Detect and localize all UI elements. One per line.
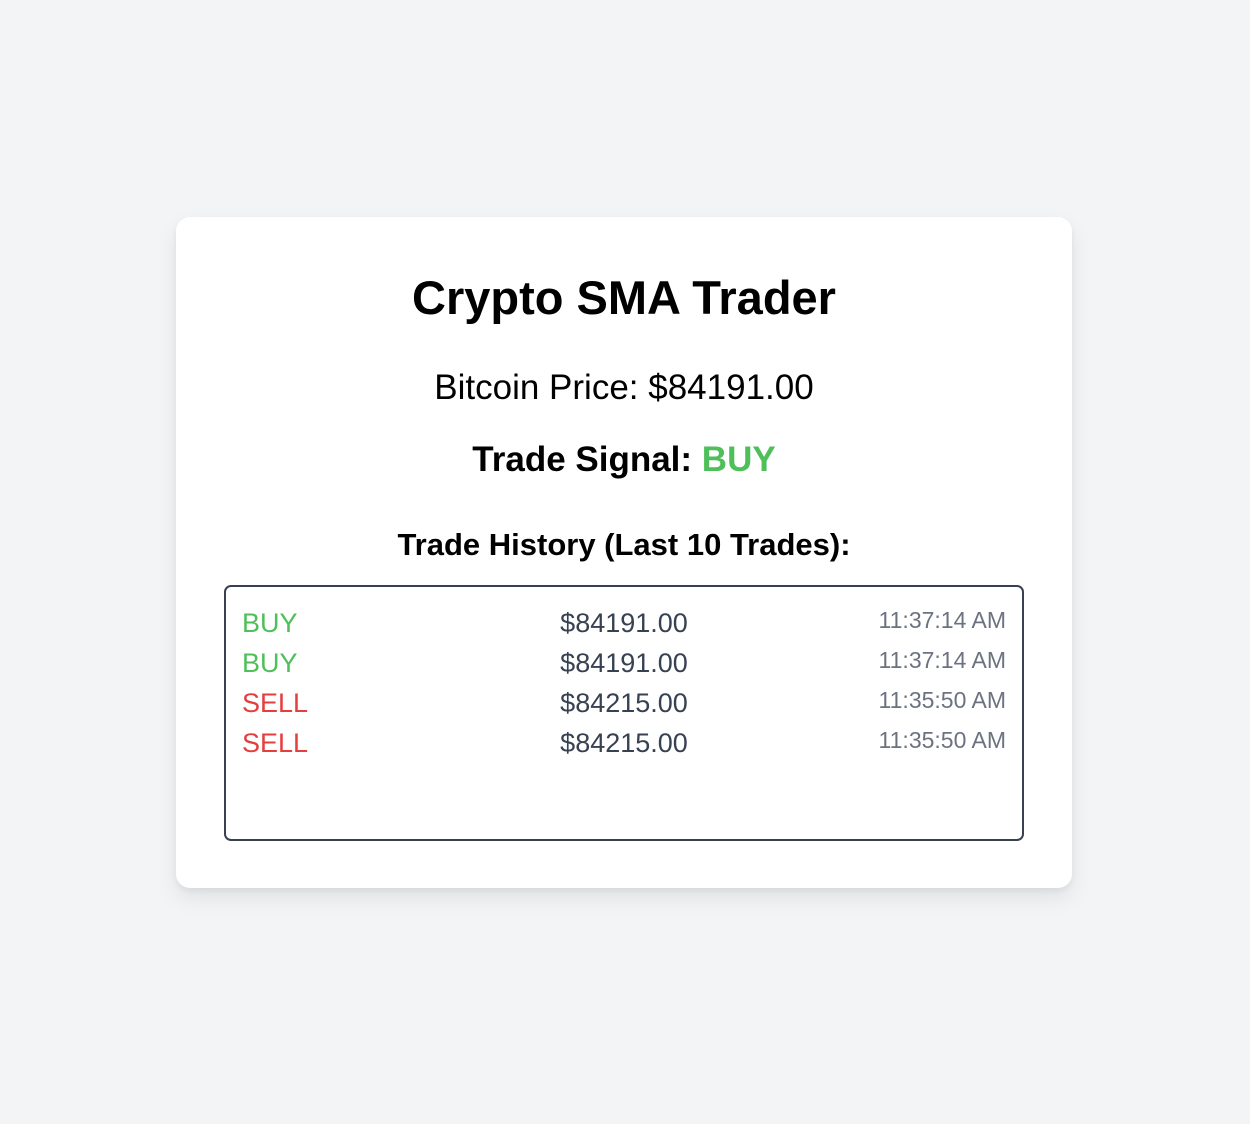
trade-row: SELL $84215.00 11:35:50 AM bbox=[242, 723, 1006, 763]
trade-row: SELL $84215.00 11:35:50 AM bbox=[242, 683, 1006, 723]
trade-row: BUY $84191.00 11:37:14 AM bbox=[242, 603, 1006, 643]
trade-time: 11:37:14 AM bbox=[878, 607, 1006, 633]
trade-action: SELL bbox=[242, 688, 309, 718]
trade-amount: $84215.00 bbox=[560, 688, 688, 718]
trade-signal: Trade Signal: BUY bbox=[176, 437, 1072, 483]
trade-row: BUY $84191.00 11:37:14 AM bbox=[242, 643, 1006, 683]
trade-action: SELL bbox=[242, 728, 309, 758]
trade-time: 11:37:14 AM bbox=[878, 647, 1006, 673]
bitcoin-price: Bitcoin Price: $84191.00 bbox=[434, 368, 814, 407]
trader-card: Crypto SMA Trader Bitcoin Price: $84191.… bbox=[176, 217, 1072, 888]
trade-amount: $84215.00 bbox=[560, 728, 688, 758]
trade-signal-label: Trade Signal: bbox=[472, 440, 693, 479]
trade-amount: $84191.00 bbox=[560, 648, 688, 678]
trade-signal-value: BUY bbox=[701, 440, 776, 479]
trade-history-list[interactable]: BUY $84191.00 11:37:14 AM BUY $84191.00 … bbox=[224, 585, 1024, 841]
trade-history-title: Trade History (Last 10 Trades): bbox=[397, 527, 851, 562]
page-title: Crypto SMA Trader bbox=[412, 271, 836, 324]
trade-amount: $84191.00 bbox=[560, 608, 688, 638]
trade-time: 11:35:50 AM bbox=[878, 727, 1006, 753]
trade-action: BUY bbox=[242, 648, 298, 678]
trade-action: BUY bbox=[242, 608, 298, 638]
trade-time: 11:35:50 AM bbox=[878, 687, 1006, 713]
